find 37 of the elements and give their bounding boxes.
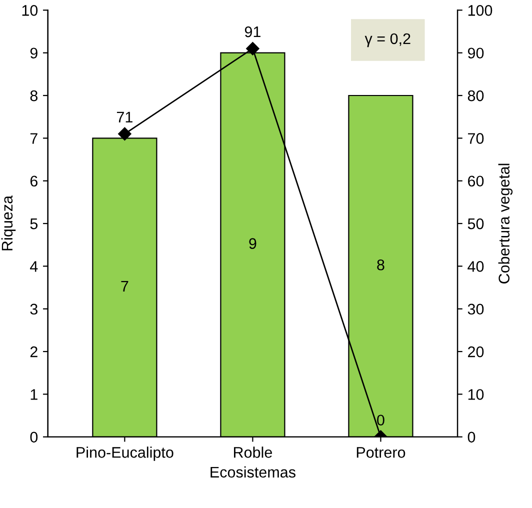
y-tick-label: 6	[30, 176, 38, 187]
y2-tick-label: 30	[468, 304, 484, 315]
y-tick-label: 9	[30, 48, 38, 59]
y2-tick-label: 90	[468, 48, 484, 59]
data-label: 8	[377, 259, 384, 270]
y2-tick-label: 80	[468, 90, 484, 102]
data-label: 71	[116, 112, 132, 122]
y2-axis-title: Cobertura vegetal	[498, 164, 513, 284]
y-tick-label: 1	[30, 389, 38, 400]
y-tick-label: 4	[30, 261, 38, 272]
y-tick-label: 5	[30, 218, 38, 230]
y-tick-label: 10	[22, 5, 38, 16]
x-tick-label: Potrero	[356, 447, 406, 458]
data-label: 7	[121, 280, 128, 292]
data-label: 9	[249, 238, 256, 249]
y2-tick-label: 70	[468, 133, 484, 144]
y2-tick-label: 20	[468, 346, 484, 358]
y2-tick-label: 100	[468, 5, 492, 16]
x-tick-label: Pino-Eucalipto	[76, 446, 174, 461]
y2-tick-label: 40	[468, 261, 484, 272]
y-tick-label: 2	[30, 346, 38, 358]
y2-tick-label: 0	[468, 432, 476, 443]
y-tick-label: 8	[30, 90, 38, 102]
annotation: γ = 0,2	[364, 33, 410, 48]
point	[118, 127, 132, 140]
point	[246, 42, 260, 56]
y-tick-label: 0	[30, 432, 38, 443]
data-label: 0	[377, 414, 384, 426]
y2-tick-label: 10	[468, 389, 484, 400]
y-axis-title: Riqueza	[1, 195, 16, 250]
x-tick-label: Roble	[234, 446, 272, 458]
y2-tick-label: 60	[468, 176, 484, 187]
y2-tick-label: 50	[468, 218, 484, 230]
x-axis-title: Ecosistemas	[210, 466, 296, 478]
y-tick-label: 7	[30, 133, 38, 144]
data-label: 91	[244, 26, 260, 38]
y-tick-label: 3	[30, 304, 38, 315]
